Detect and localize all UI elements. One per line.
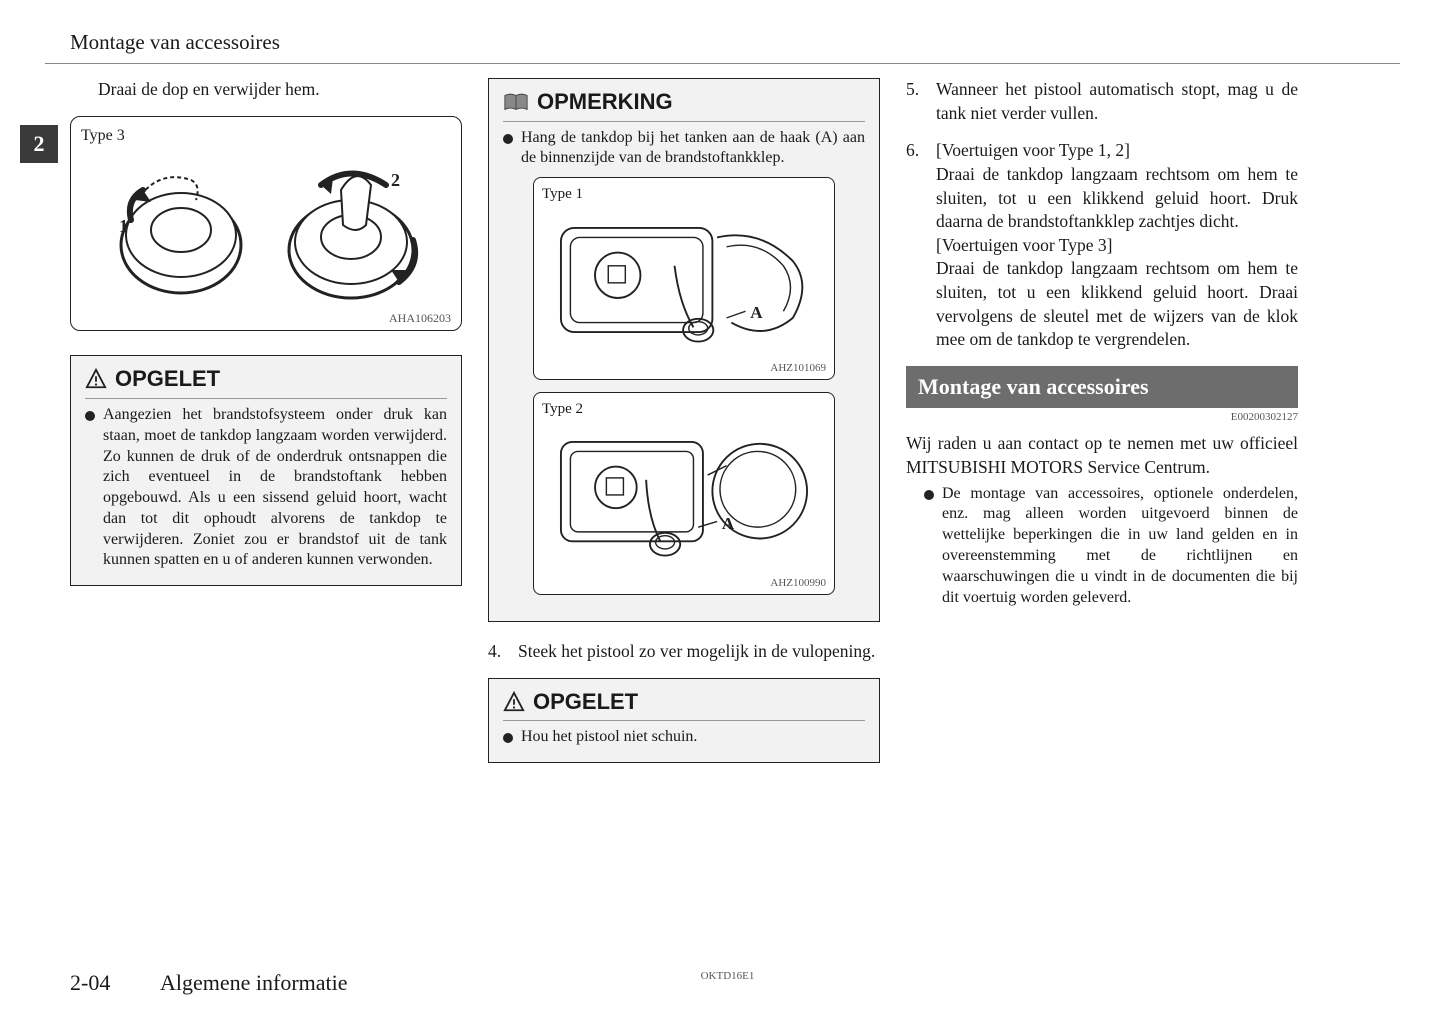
figure-ref: AHA106203 [389, 310, 451, 326]
doc-code: OKTD16E1 [701, 970, 755, 982]
page-header: Montage van accessoires [45, 30, 1400, 64]
opg elet-bullet-2: Hou het pistool niet schuin. [503, 727, 865, 748]
intro-text: Draai de dop en verwijder hem. [70, 78, 462, 102]
step5-num: 5. [906, 78, 928, 125]
opg elet-title-1: OPGELET [115, 364, 220, 394]
step6-content: [Voertuigen voor Type 1, 2] Draai de tan… [936, 139, 1298, 352]
fuel-flap-drawing-1: A [542, 205, 826, 355]
accessory-text: De montage van accessoires, optionele on… [942, 484, 1298, 609]
reference-code: E00200302127 [906, 410, 1298, 425]
opg elet-text-1: Aangezien het brandstofsysteem onder dru… [103, 405, 447, 571]
opg elet-box-1: OPGELET Aangezien het brandstofsysteem o… [70, 355, 462, 586]
step-6: 6. [Voertuigen voor Type 1, 2] Draai de … [906, 139, 1298, 352]
fuel-flap-drawing-2: A [542, 419, 826, 569]
content-columns: Draai de dop en verwijder hem. Type 3 1 [45, 78, 1400, 781]
svg-text:2: 2 [391, 170, 400, 190]
figure-drawings: 1 2 [81, 150, 451, 310]
bullet-dot-icon [503, 733, 513, 743]
step4-num: 4. [488, 640, 510, 664]
step6-num: 6. [906, 139, 928, 352]
step4-text: Steek het pistool zo ver mogelijk in de … [518, 640, 880, 664]
opmerking-header: OPMERKING [503, 87, 865, 122]
figure-type3: Type 3 1 [70, 116, 462, 332]
bullet-dot-icon [924, 490, 934, 500]
chapter-tab: 2 [20, 125, 58, 163]
opg elet-box-2: OPGELET Hou het pistool niet schuin. [488, 678, 880, 763]
step5-text: Wanneer het pistool automatisch stopt, m… [936, 78, 1298, 125]
figure1-ref: AHZ101069 [770, 361, 826, 376]
page-footer: 2-04 Algemene informatie OKTD16E1 [70, 970, 1385, 996]
warning-triangle-icon [503, 691, 525, 713]
chapter-number: 2 [34, 131, 45, 157]
figure1-type-label: Type 1 [542, 184, 826, 204]
manual-note-icon [503, 91, 529, 113]
figure2-ref: AHZ100990 [770, 576, 826, 591]
accessory-bullet: De montage van accessoires, optionele on… [906, 484, 1298, 609]
step-4: 4. Steek het pistool zo ver mogelijk in … [488, 640, 880, 664]
footer-section: Algemene informatie [160, 970, 348, 996]
svg-text:A: A [722, 514, 735, 533]
opmerking-bullet: Hang de tankdop bij het tanken aan de ha… [503, 128, 865, 170]
bullet-dot-icon [503, 134, 513, 144]
step6-line1: [Voertuigen voor Type 1, 2] [936, 140, 1130, 160]
section-banner: Montage van accessoires [906, 366, 1298, 408]
opmerking-title: OPMERKING [537, 87, 673, 117]
column-2: OPMERKING Hang de tankdop bij het tanken… [488, 78, 880, 781]
step6-line2: [Voertuigen voor Type 3] [936, 235, 1113, 255]
figure2-type-label: Type 2 [542, 399, 826, 419]
fuel-cap-drawing-2: 2 [271, 150, 431, 310]
banner-text: Montage van accessoires [918, 374, 1149, 399]
opg elet-bullet-1: Aangezien het brandstofsysteem onder dru… [85, 405, 447, 571]
opmerking-text: Hang de tankdop bij het tanken aan de ha… [521, 128, 865, 170]
opg elet-title-2: OPGELET [533, 687, 638, 717]
opg elet-header-1: OPGELET [85, 364, 447, 399]
step-5: 5. Wanneer het pistool automatisch stopt… [906, 78, 1298, 125]
bullet-dot-icon [85, 411, 95, 421]
step6-para1: Draai de tankdop langzaam rechtsom om he… [936, 164, 1298, 231]
figure-type1: Type 1 A AHZ101069 [533, 177, 835, 380]
column-1: Draai de dop en verwijder hem. Type 3 1 [70, 78, 462, 781]
opmerking-box: OPMERKING Hang de tankdop bij het tanken… [488, 78, 880, 622]
page-number: 2-04 [70, 970, 160, 996]
column-3: 5. Wanneer het pistool automatisch stopt… [906, 78, 1298, 781]
svg-text:1: 1 [119, 216, 128, 236]
body-paragraph: Wij raden u aan contact op te nemen met … [906, 432, 1298, 479]
svg-text:A: A [750, 302, 763, 321]
warning-triangle-icon [85, 368, 107, 390]
fuel-cap-drawing-1: 1 [101, 150, 261, 310]
figure-type-label: Type 3 [81, 125, 451, 147]
opg elet-header-2: OPGELET [503, 687, 865, 722]
opg elet-text-2: Hou het pistool niet schuin. [521, 727, 697, 748]
header-title: Montage van accessoires [70, 30, 280, 54]
step6-para2: Draai de tankdop langzaam rechtsom om he… [936, 258, 1298, 349]
figure-type2: Type 2 A AHZ100990 [533, 392, 835, 595]
